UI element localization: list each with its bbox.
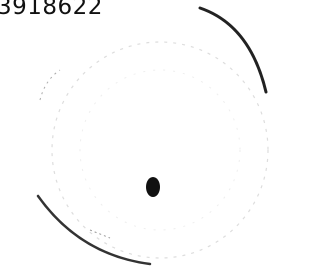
stamp <box>0 0 271 269</box>
stamp-ring <box>52 42 268 258</box>
stamp-arc <box>38 196 150 264</box>
dot <box>146 177 160 197</box>
stamp-mark <box>40 70 60 100</box>
stamp-mark <box>90 230 110 238</box>
stamp-inner-ring <box>80 70 240 230</box>
stamp-arc <box>200 8 266 92</box>
document-number: 3918622 <box>0 0 103 20</box>
scan-fragment: 3918622 <box>0 0 271 269</box>
